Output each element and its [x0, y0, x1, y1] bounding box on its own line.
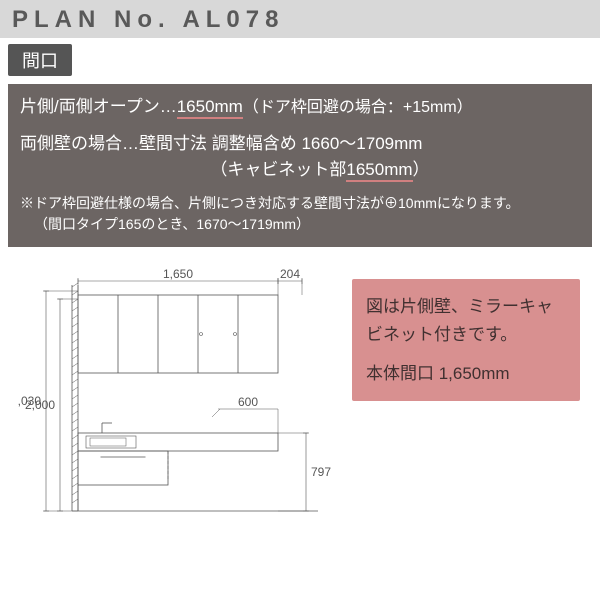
spec-row2-cab-val: 1650mm	[346, 160, 412, 182]
spec-note-line1: ※ドア枠回避仕様の場合、片側につき対応する壁間寸法が⊕10mmになります。	[20, 195, 520, 211]
svg-text:204: 204	[280, 267, 300, 281]
spec-row2-cab-open: （キャビネット部	[210, 160, 346, 179]
title-bar: PLAN No. AL078	[0, 0, 600, 38]
spec-row1-value: 1650mm	[177, 97, 243, 119]
spec-row2-prefix: 両側壁の場合…壁間寸法 調整幅含め	[20, 134, 297, 153]
spec-row2-cab-close: ）	[413, 160, 430, 179]
svg-text:1,650: 1,650	[163, 267, 193, 281]
drawing-caption-box: 図は片側壁、ミラーキャビネット付きです。 本体間口 1,650mm	[352, 279, 580, 401]
svg-text:797: 797	[311, 465, 331, 479]
elevation-drawing: 1,6502046002,0302,000797	[18, 265, 338, 545]
spec-note-line2: （間口タイプ165のとき、1670～1719mm）	[34, 214, 310, 235]
caption-line1: 図は片側壁、ミラーキャビネット付きです。	[366, 293, 566, 347]
spec-box: 片側/両側オープン…1650mm（ドア枠回避の場合：+15mm） 両側壁の場合……	[8, 84, 592, 247]
section-heading: 間口	[8, 44, 72, 76]
svg-text:2,000: 2,000	[25, 398, 55, 412]
spec-row-bothwalls: 両側壁の場合…壁間寸法 調整幅含め 1660～1709mm （キャビネット部16…	[20, 131, 580, 184]
plan-title: PLAN No. AL078	[12, 6, 588, 34]
caption-line2: 本体間口 1,650mm	[366, 360, 566, 387]
svg-text:600: 600	[238, 395, 258, 409]
spec-row-open: 片側/両側オープン…1650mm（ドア枠回避の場合：+15mm）	[20, 94, 580, 121]
spec-row1-suffix: （ドア枠回避の場合：+15mm）	[243, 99, 473, 116]
section-heading-wrap: 間口	[8, 44, 600, 76]
spec-row2-range: 1660～1709mm	[301, 134, 422, 153]
spec-row1-prefix: 片側/両側オープン…	[20, 97, 177, 116]
spec-note: ※ドア枠回避仕様の場合、片側につき対応する壁間寸法が⊕10mmになります。 （間…	[20, 193, 580, 235]
